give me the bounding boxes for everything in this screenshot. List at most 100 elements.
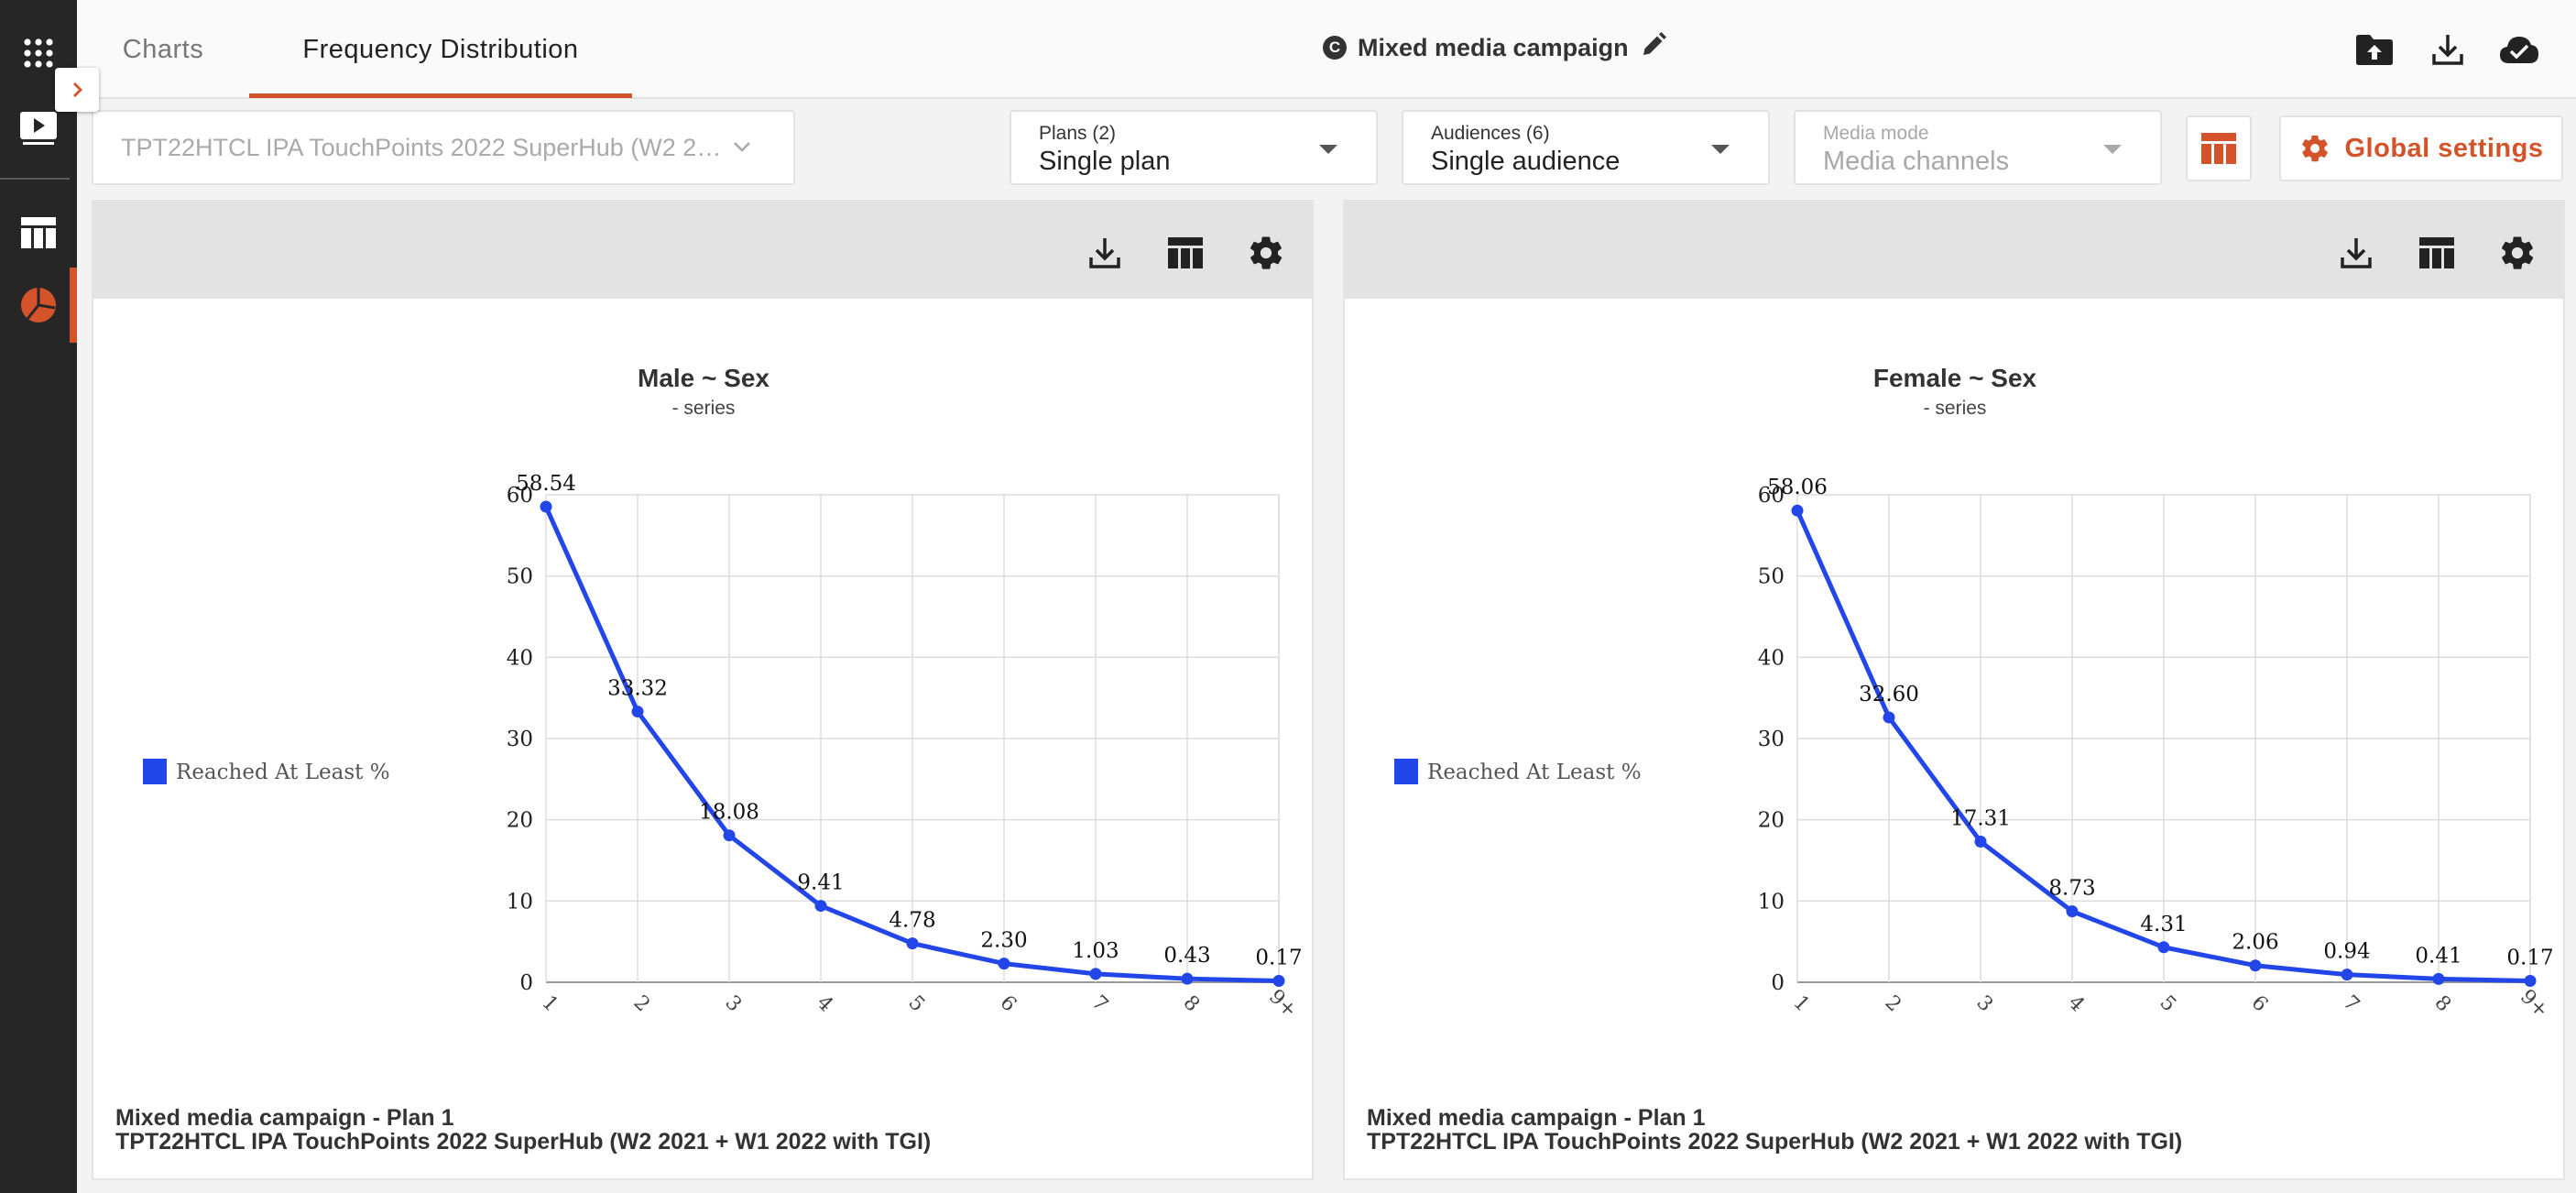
upload-folder-icon[interactable] (2351, 26, 2398, 73)
left-nav-rail (0, 0, 77, 1193)
chevron-right-icon (73, 82, 82, 97)
data-point (540, 500, 552, 513)
data-label: 0.41 (2415, 944, 2461, 968)
panel-footer-dataset: TPT22HTCL IPA TouchPoints 2022 SuperHub … (115, 1129, 932, 1155)
x-tick-label: 9+ (2516, 985, 2553, 1023)
chart-subtitle: - series (672, 398, 736, 419)
legend-swatch (143, 759, 167, 784)
expand-sidebar-button[interactable] (55, 68, 99, 112)
table-icon (2201, 133, 2236, 164)
gear-icon (2301, 135, 2328, 162)
data-label: 0.17 (2506, 946, 2553, 969)
data-label: 0.43 (1163, 944, 1210, 968)
audiences-select-value: Single audience (1431, 147, 1621, 176)
x-tick-label: 4 (2064, 991, 2090, 1017)
table-icon[interactable] (0, 207, 77, 258)
data-label: 18.08 (699, 801, 759, 825)
data-label: 0.94 (2323, 940, 2370, 964)
data-label: 1.03 (1072, 939, 1119, 963)
legend-label: Reached At Least % (176, 761, 390, 784)
chart-panel-female: Female ~ Sex - series 0 10 20 30 40 50 60 1 2 3 4 5 6 7… (1343, 200, 2565, 1180)
x-tick-label: 2 (1881, 991, 1906, 1017)
frequency-line-chart: Male ~ Sex - series 0 10 20 30 40 50 60 1 2 3 4 5 6 7 8 9… (143, 364, 1303, 1023)
data-label: 2.30 (980, 929, 1027, 953)
plans-select-label: Plans (2) (1039, 123, 1117, 144)
panel-footer-plan: Mixed media campaign - Plan 1 (1367, 1105, 1706, 1131)
data-point (723, 829, 736, 842)
table-icon[interactable] (1162, 229, 1209, 277)
x-tick-label: 8 (1179, 991, 1205, 1017)
x-tick-label: 7 (2339, 991, 2364, 1017)
chevron-down-icon (734, 142, 750, 152)
plans-select-value: Single plan (1039, 147, 1171, 176)
media-mode-select-label: Media mode (1823, 123, 1929, 144)
data-label: 4.31 (2140, 913, 2187, 936)
x-tick-label: 5 (2156, 991, 2181, 1017)
y-tick-label: 40 (507, 646, 533, 670)
y-tick-label: 30 (1758, 728, 1785, 751)
download-icon[interactable] (2424, 26, 2472, 73)
global-settings-button[interactable]: Global settings (2279, 115, 2563, 181)
x-tick-label: 1 (1789, 991, 1815, 1017)
data-label: 17.31 (1950, 807, 2011, 831)
data-label: 33.32 (607, 677, 668, 701)
data-point (631, 706, 644, 718)
audiences-select[interactable]: Audiences (6) Single audience (1402, 110, 1770, 185)
x-tick-label: 3 (1972, 991, 1998, 1017)
data-label: 58.54 (516, 472, 576, 496)
tab-charts[interactable]: Charts (122, 34, 204, 64)
caret-down-icon (2103, 145, 2122, 154)
table-view-button[interactable] (2186, 115, 2252, 181)
x-tick-label: 9+ (1264, 985, 1302, 1023)
panel-toolbar (1345, 202, 2563, 299)
y-tick-label: 40 (1758, 646, 1785, 670)
x-tick-label: 7 (1087, 991, 1113, 1017)
caret-down-icon (1319, 145, 1337, 154)
apps-grid-icon[interactable] (0, 27, 77, 79)
chart-panel-male: Male ~ Sex - series 0 10 20 30 40 50 60 1 2 3 4 5 6 7 8 9… (92, 200, 1314, 1180)
download-icon[interactable] (1081, 229, 1129, 277)
plans-select[interactable]: Plans (2) Single plan (1010, 110, 1378, 185)
download-icon[interactable] (2332, 229, 2380, 277)
x-tick-label: 5 (904, 991, 930, 1017)
gear-icon[interactable] (1242, 229, 1290, 277)
tab-frequency-distribution[interactable]: Frequency Distribution (302, 34, 579, 64)
panel-footer-dataset: TPT22HTCL IPA TouchPoints 2022 SuperHub … (1367, 1129, 2183, 1155)
dataset-select[interactable]: TPT22HTCL IPA TouchPoints 2022 SuperHub … (92, 110, 795, 185)
data-point (1272, 974, 1285, 987)
data-label: 2.06 (2232, 931, 2278, 955)
y-tick-label: 20 (1758, 809, 1785, 833)
edit-pencil-icon[interactable] (1640, 31, 1667, 65)
pie-chart-icon[interactable] (0, 279, 77, 331)
media-mode-select: Media mode Media channels (1794, 110, 2162, 185)
chart-subtitle: - series (1924, 398, 1987, 419)
y-tick-label: 10 (1758, 890, 1785, 914)
y-tick-label: 0 (519, 971, 533, 995)
table-icon[interactable] (2413, 229, 2461, 277)
frequency-line-chart: Female ~ Sex - series 0 10 20 30 40 50 60 1 2 3 4 5 6 7… (1394, 364, 2554, 1023)
y-tick-label: 0 (1771, 971, 1785, 995)
active-tab-underline (249, 93, 632, 98)
data-point (2524, 974, 2537, 987)
cloud-check-icon[interactable] (2495, 26, 2543, 73)
legend-swatch (1394, 759, 1418, 784)
data-point (1089, 968, 1102, 980)
y-tick-label: 20 (507, 809, 533, 833)
x-tick-label: 1 (538, 991, 563, 1017)
chart-title: Male ~ Sex (638, 364, 770, 392)
data-point (2249, 959, 2262, 972)
x-tick-label: 6 (2247, 991, 2273, 1017)
media-mode-select-value: Media channels (1823, 147, 2010, 176)
play-icon[interactable] (0, 103, 77, 154)
y-tick-label: 30 (507, 728, 533, 751)
panel-toolbar (93, 202, 1312, 299)
x-tick-label: 3 (721, 991, 747, 1017)
y-tick-label: 60 (1758, 484, 1785, 508)
dataset-select-value: TPT22HTCL IPA TouchPoints 2022 SuperHub … (121, 134, 726, 161)
gear-icon[interactable] (2494, 229, 2541, 277)
rail-divider (0, 178, 70, 180)
caret-down-icon (1711, 145, 1730, 154)
data-point (998, 958, 1010, 970)
data-point (906, 937, 919, 950)
data-label: 32.60 (1859, 683, 1919, 706)
